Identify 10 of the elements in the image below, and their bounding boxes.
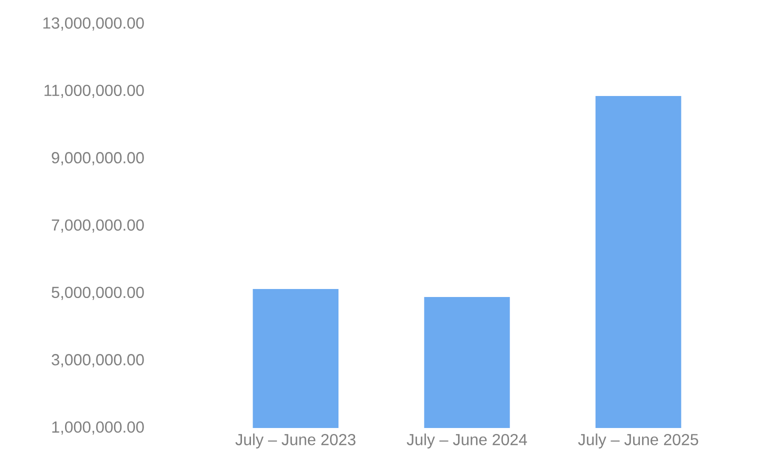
y-tick-label: 11,000,000.00 [44, 84, 144, 98]
y-tick-label: 7,000,000.00 [52, 219, 144, 233]
x-tick-label: July – June 2024 [406, 434, 527, 448]
x-tick-label: July – June 2025 [578, 434, 698, 448]
x-tick-label: July – June 2023 [235, 434, 356, 448]
y-tick-label: 13,000,000.00 [43, 17, 144, 31]
y-tick-label: 9,000,000.00 [52, 152, 144, 166]
y-tick-label: 5,000,000.00 [52, 286, 144, 300]
y-tick-label: 3,000,000.00 [52, 354, 144, 368]
y-tick-label: 1,000,000.00 [52, 421, 144, 435]
